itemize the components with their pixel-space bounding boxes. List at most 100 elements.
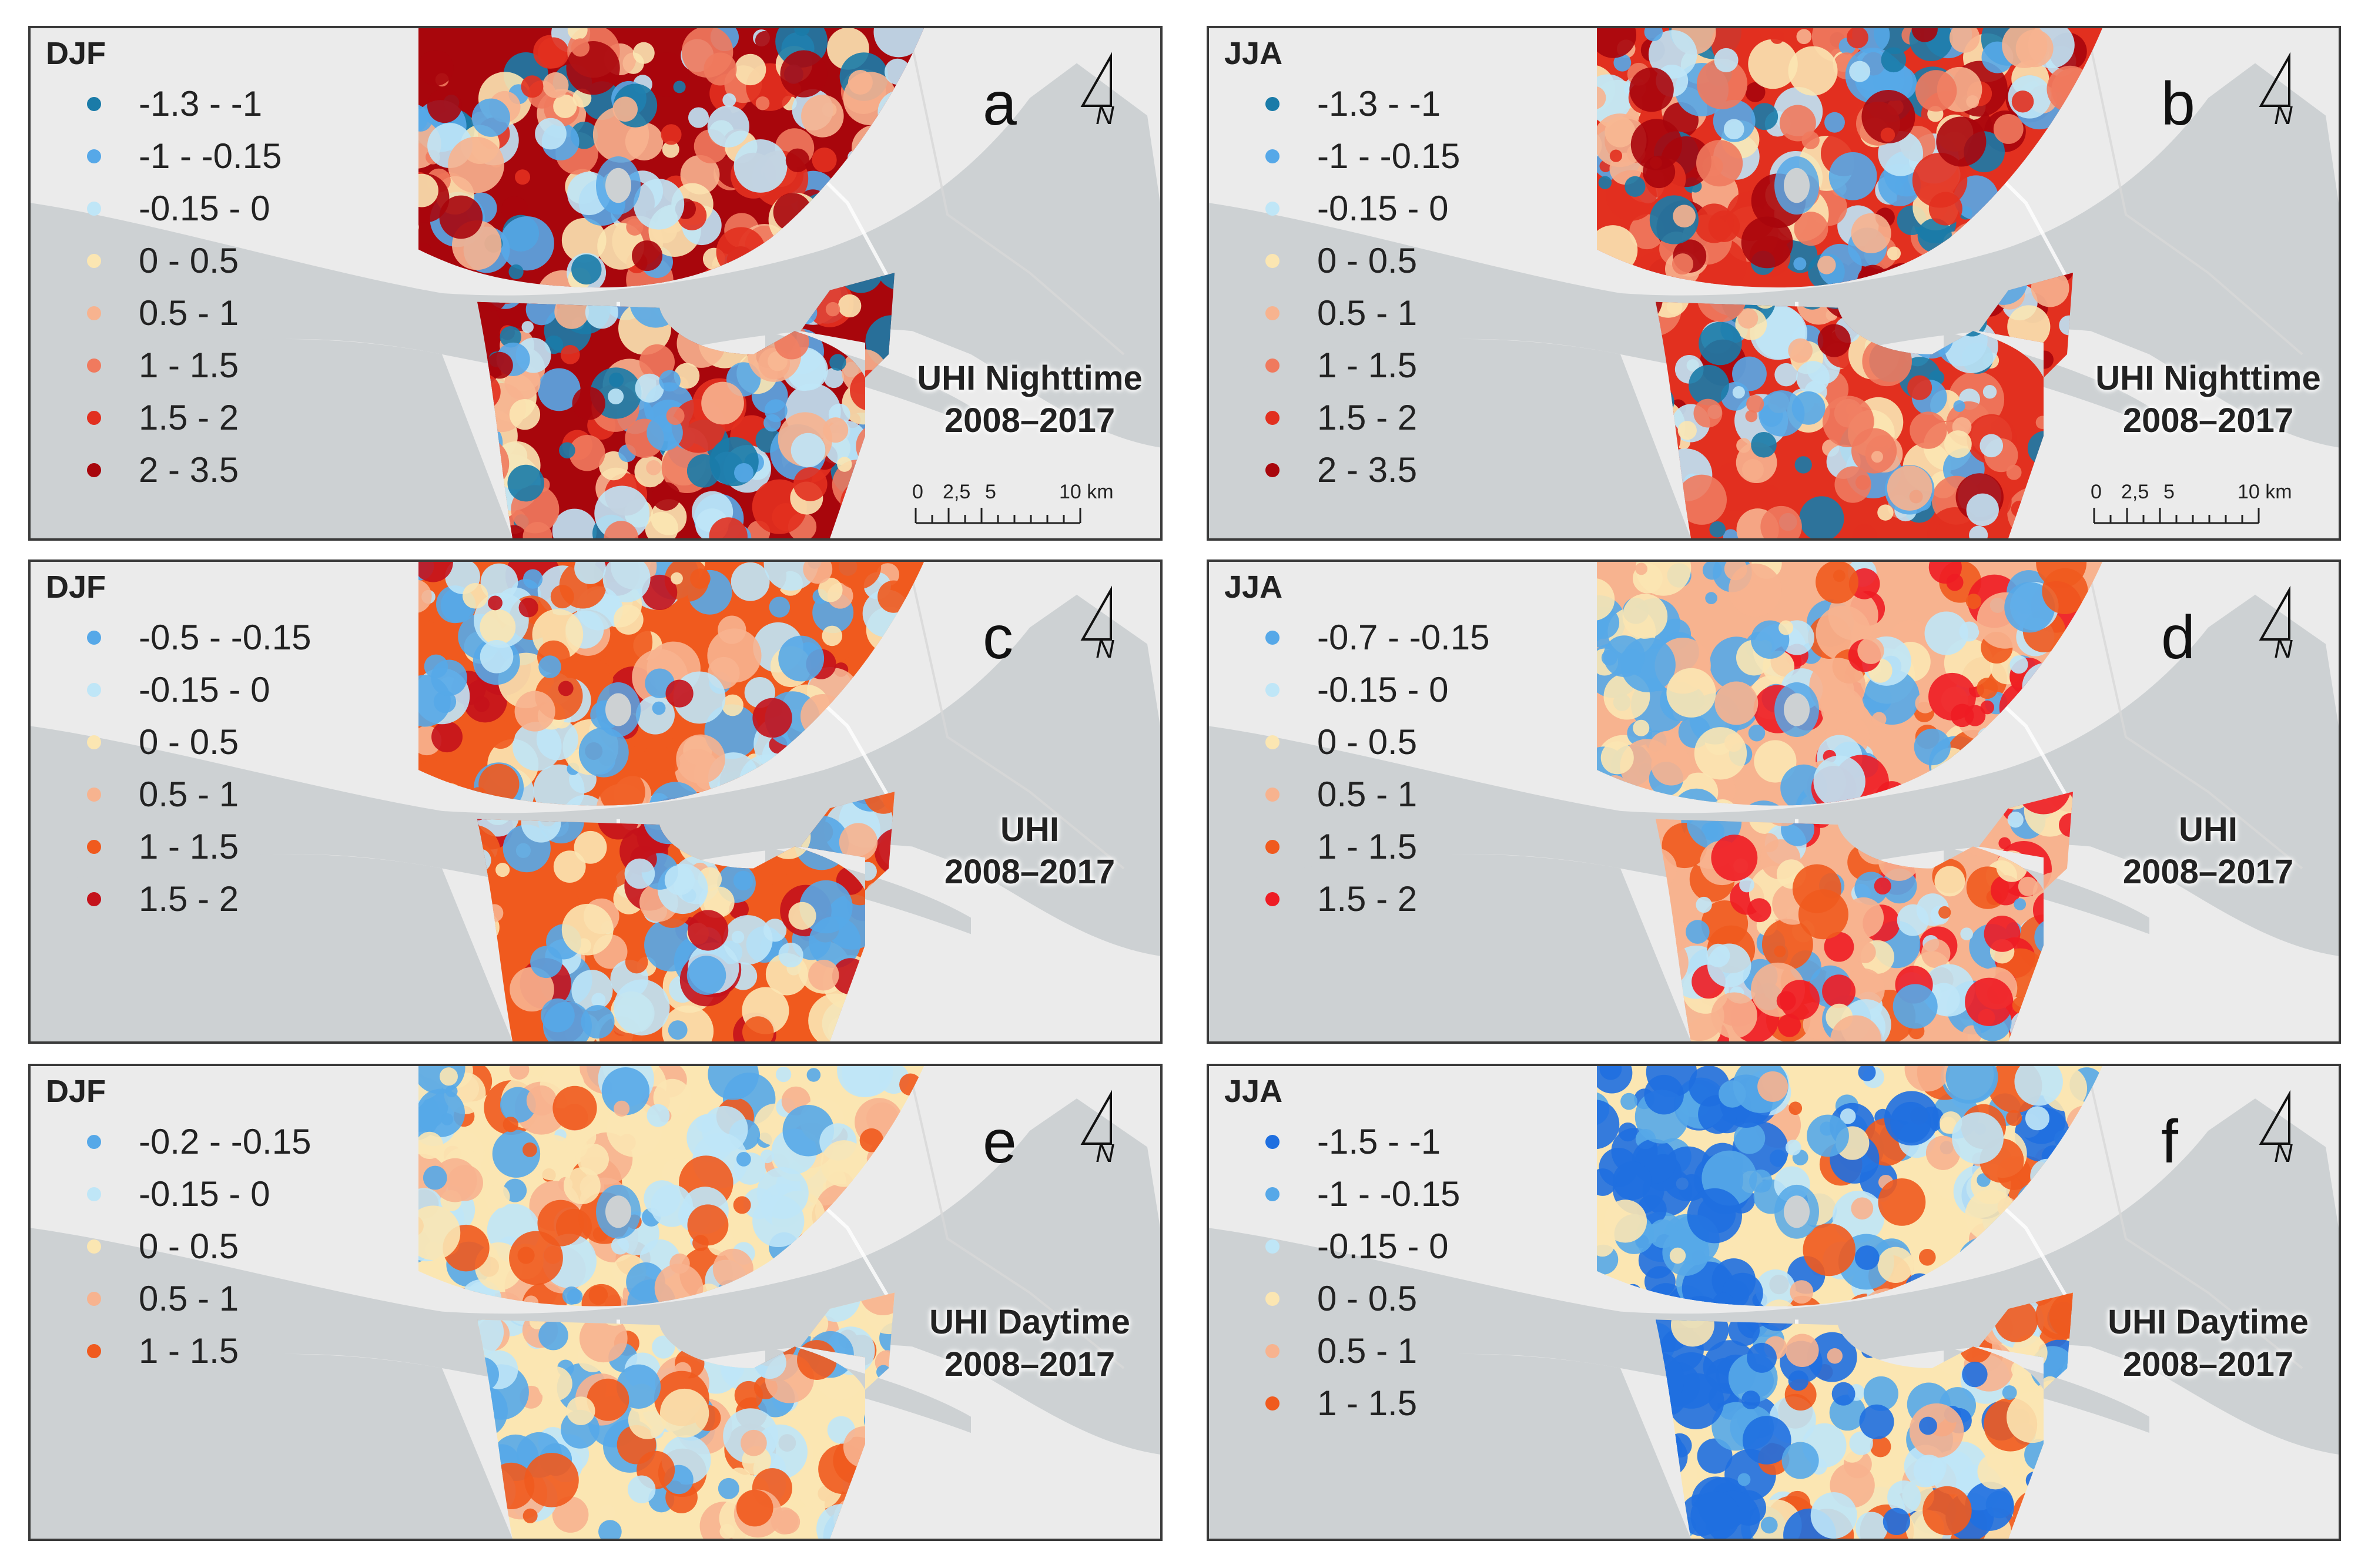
north-label: N — [2274, 1139, 2293, 1168]
legend-label: -1.3 - -1 — [139, 84, 263, 123]
legend-item: -1 - -0.15 — [1265, 1168, 1460, 1220]
legend-label: 1.5 - 2 — [139, 398, 239, 437]
legend-item: -0.7 - -0.15 — [1265, 611, 1489, 664]
legend-item: -0.15 - 0 — [87, 182, 282, 234]
panel-e: DJF -0.2 - -0.15 -0.15 - 0 0 - 0.5 0.5 - 1 1 … — [28, 1064, 1163, 1541]
basemap — [31, 28, 1160, 538]
panel-letter: a — [983, 70, 1017, 138]
legend-swatch — [1265, 683, 1280, 697]
legend-swatch — [1265, 1396, 1280, 1410]
legend-swatch — [1265, 840, 1280, 854]
legend-item: 2 - 3.5 — [1265, 444, 1460, 496]
legend-label: 1.5 - 2 — [1317, 398, 1418, 437]
legend-item: 1 - 1.5 — [1265, 339, 1460, 391]
legend-item: -0.15 - 0 — [1265, 1220, 1460, 1272]
legend-item: 1 - 1.5 — [87, 339, 282, 391]
legend-label: -1.5 - -1 — [1317, 1122, 1441, 1161]
legend-label: 0 - 0.5 — [1317, 241, 1418, 280]
legend-swatch — [87, 359, 101, 373]
legend-swatch — [1265, 202, 1280, 216]
season-label: JJA — [1224, 569, 1283, 605]
legend-label: 0 - 0.5 — [139, 241, 239, 280]
north-label: N — [1096, 1139, 1114, 1168]
legend-item: 0.5 - 1 — [87, 768, 311, 820]
legend-item: 0.5 - 1 — [1265, 287, 1460, 339]
legend-swatch — [1265, 1239, 1280, 1254]
north-arrow-icon — [1080, 585, 1112, 641]
map-title: UHI 2008–2017 — [900, 809, 1159, 893]
legend-label: 0 - 0.5 — [139, 722, 239, 762]
map-title: UHI Daytime 2008–2017 — [2079, 1301, 2337, 1386]
legend-label: -0.15 - 0 — [139, 189, 270, 228]
legend-item: -1 - -0.15 — [87, 130, 282, 182]
legend-label: -0.15 - 0 — [139, 1174, 270, 1214]
legend-item: 0 - 0.5 — [87, 716, 311, 768]
legend-swatch — [87, 306, 101, 320]
legend-swatch — [87, 202, 101, 216]
legend-swatch — [87, 149, 101, 163]
legend-label: 1 - 1.5 — [139, 827, 239, 866]
panel-letter: f — [2161, 1108, 2178, 1176]
scale-label: 5 — [985, 481, 996, 503]
north-label: N — [1096, 635, 1114, 664]
panel-b: JJA -1.3 - -1 -1 - -0.15 -0.15 - 0 0 - 0.5 0.… — [1207, 26, 2341, 541]
map-title-line1: UHI Nighttime — [917, 359, 1143, 397]
legend-swatch — [87, 1135, 101, 1149]
north-arrow-icon — [2259, 585, 2290, 641]
legend-label: 0.5 - 1 — [1317, 293, 1418, 333]
legend-swatch — [87, 411, 101, 425]
north-arrow-icon — [1080, 52, 1112, 107]
legend-item: 0.5 - 1 — [1265, 768, 1489, 820]
legend-label: -0.15 - 0 — [1317, 670, 1449, 709]
legend: -0.7 - -0.15 -0.15 - 0 0 - 0.5 0.5 - 1 1 - 1… — [1265, 611, 1489, 925]
legend-swatch — [87, 735, 101, 749]
map-title-line2: 2008–2017 — [2122, 853, 2294, 891]
legend: -0.2 - -0.15 -0.15 - 0 0 - 0.5 0.5 - 1 1 - 1… — [87, 1115, 311, 1377]
map-title: UHI Nighttime 2008–2017 — [2079, 357, 2337, 442]
legend-item: -1 - -0.15 — [1265, 130, 1460, 182]
legend-item: 0 - 0.5 — [87, 234, 282, 287]
map-title-line2: 2008–2017 — [2122, 401, 2294, 440]
legend-label: -0.5 - -0.15 — [139, 618, 312, 657]
legend-item: 0.5 - 1 — [87, 1272, 311, 1325]
legend-item: 0.5 - 1 — [87, 287, 282, 339]
map-title-line1: UHI Daytime — [929, 1303, 1130, 1341]
panel-f: JJA -1.5 - -1 -1 - -0.15 -0.15 - 0 0 - 0.5 0.… — [1207, 1064, 2341, 1541]
legend-item: -1.3 - -1 — [87, 78, 282, 130]
legend-swatch — [1265, 359, 1280, 373]
map-title-line1: UHI — [2179, 810, 2238, 849]
legend-label: 0.5 - 1 — [1317, 775, 1418, 814]
season-label: JJA — [1224, 1074, 1283, 1109]
legend-label: 0.5 - 1 — [1317, 1331, 1418, 1371]
legend-swatch — [1265, 892, 1280, 906]
basemap — [1209, 562, 2339, 1041]
legend-label: -1 - -0.15 — [1317, 136, 1461, 176]
legend-item: 0 - 0.5 — [1265, 234, 1460, 287]
legend-label: 1 - 1.5 — [1317, 1383, 1418, 1423]
panel-d: JJA -0.7 - -0.15 -0.15 - 0 0 - 0.5 0.5 - 1 1 … — [1207, 559, 2341, 1044]
legend-item: -0.15 - 0 — [87, 1168, 311, 1220]
legend-swatch — [1265, 306, 1280, 320]
basemap — [1209, 28, 2339, 538]
map-title: UHI Daytime 2008–2017 — [900, 1301, 1159, 1386]
legend-swatch — [1265, 631, 1280, 645]
scale-label: 5 — [2163, 481, 2175, 503]
scale-bar: 0 2,5 5 10 km — [2091, 481, 2326, 534]
legend-label: 1 - 1.5 — [1317, 827, 1418, 866]
legend-label: 1 - 1.5 — [139, 1331, 239, 1371]
legend-item: 1 - 1.5 — [87, 820, 311, 873]
legend-swatch — [1265, 1292, 1280, 1306]
legend-item: 1 - 1.5 — [1265, 820, 1489, 873]
legend-item: 0 - 0.5 — [1265, 716, 1489, 768]
legend-item: -0.5 - -0.15 — [87, 611, 311, 664]
legend-item: -1.5 - -1 — [1265, 1115, 1460, 1168]
map-title-line2: 2008–2017 — [944, 401, 1116, 440]
legend-label: 2 - 3.5 — [139, 450, 239, 490]
legend-label: -1 - -0.15 — [1317, 1174, 1461, 1214]
scale-label: 2,5 — [943, 481, 971, 503]
legend-item: -0.2 - -0.15 — [87, 1115, 311, 1168]
legend: -1.3 - -1 -1 - -0.15 -0.15 - 0 0 - 0.5 0.5 -… — [87, 78, 282, 496]
legend-swatch — [87, 97, 101, 111]
map-title-line2: 2008–2017 — [944, 1345, 1116, 1383]
legend-swatch — [87, 1239, 101, 1254]
